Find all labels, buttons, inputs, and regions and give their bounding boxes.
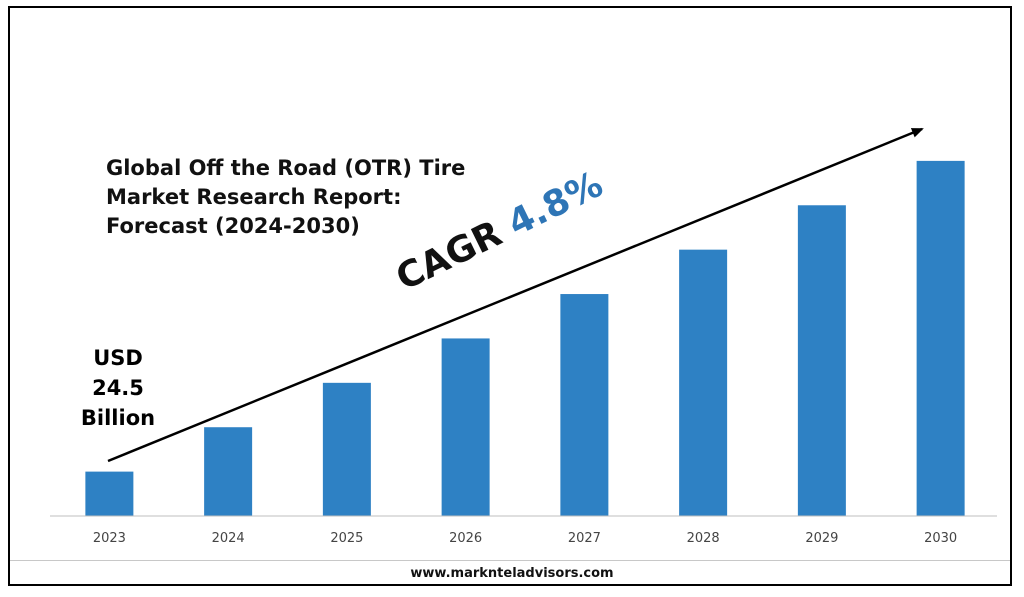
chart-title-line-2: Market Research Report: [106,185,402,209]
bar-2028 [679,249,728,516]
bar-2025 [322,382,371,516]
bar-2029 [797,205,846,516]
x-tick-2024: 2024 [212,531,245,546]
bar-2027 [560,294,609,516]
bar-2023 [85,471,134,516]
growth-arrow [107,127,924,463]
x-tick-2025: 2025 [330,531,363,546]
footer-divider [10,560,1010,561]
bar-2024 [204,427,253,516]
start-value-annotation: USD 24.5 Billion [70,343,166,433]
start-value-number: 24.5 [92,376,144,400]
x-tick-2028: 2028 [687,531,720,546]
bar-2026 [441,338,490,516]
bar-2030 [916,160,965,516]
x-tick-2023: 2023 [93,531,126,546]
x-tick-2030: 2030 [924,531,957,546]
start-value-unit: Billion [80,406,156,430]
chart-title-line-3: Forecast (2024-2030) [106,214,360,238]
start-value-currency: USD [93,346,143,370]
x-tick-2026: 2026 [449,531,482,546]
chart-title-line-1: Global Off the Road (OTR) Tire [106,156,466,180]
chart-title: Global Off the Road (OTR) Tire Market Re… [106,154,486,241]
footer-url: www.marknteladvisors.com [410,566,614,581]
x-tick-2029: 2029 [805,531,838,546]
bars-group [85,160,965,516]
x-tick-labels: 2023 2024 2025 2026 2027 2028 2029 2030 [93,531,957,546]
x-tick-2027: 2027 [568,531,601,546]
